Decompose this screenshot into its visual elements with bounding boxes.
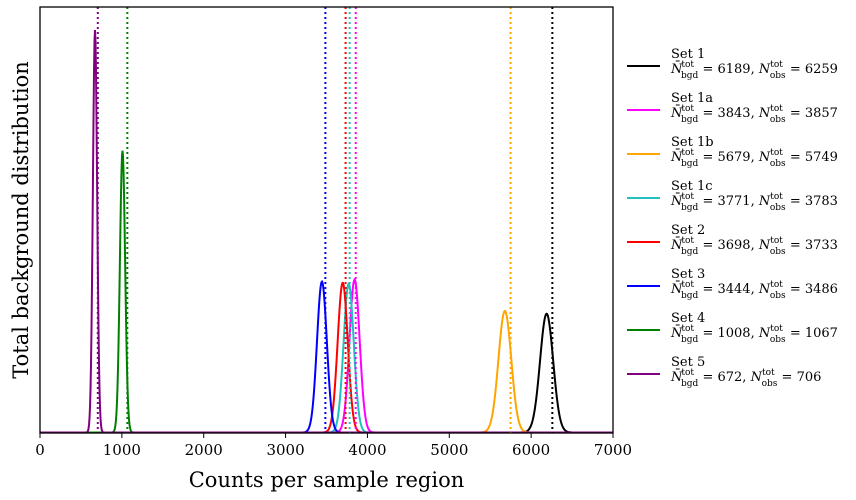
legend-label-6: Set 3 (671, 267, 705, 282)
legend-stat-6: N̄tot bgd = 3444, Ntot obs = 3486 (670, 280, 838, 301)
x-tick-label-5: 5000 (430, 441, 468, 459)
legend-entry-8: Set 5N̄tot bgd = 672, Ntot obs = 706 (627, 355, 821, 389)
y-axis-label: Total background distribution (9, 61, 33, 379)
x-tick-label-1: 1000 (103, 441, 141, 459)
legend-stat-4: N̄tot bgd = 3771, Ntot obs = 3783 (670, 192, 838, 213)
legend-label-1: Set 1 (671, 47, 705, 62)
x-tick-label-6: 6000 (512, 441, 550, 459)
legend-stat-7: N̄tot bgd = 1008, Ntot obs = 1067 (670, 324, 838, 345)
plot-frame (39, 6, 614, 434)
series-curve-7 (40, 150, 613, 433)
series-curve-8 (40, 29, 613, 433)
legend-entry-7: Set 4N̄tot bgd = 1008, Ntot obs = 1067 (627, 311, 838, 345)
legend-entry-1: Set 1N̄tot bgd = 6189, Ntot obs = 6259 (627, 47, 838, 81)
legend-label-2: Set 1a (671, 91, 713, 106)
legend-label-7: Set 4 (671, 311, 705, 326)
legend-entry-3: Set 1bN̄tot bgd = 5679, Ntot obs = 5749 (627, 135, 838, 169)
x-axis-ticks: 0 1000 2000 3000 4000 5000 6000 7000 (35, 433, 632, 459)
x-tick-label-0: 0 (35, 441, 45, 459)
legend-stat-5: N̄tot bgd = 3698, Ntot obs = 3733 (670, 236, 838, 257)
legend-entry-2: Set 1aN̄tot bgd = 3843, Ntot obs = 3857 (627, 91, 838, 125)
x-axis-label: Counts per sample region (189, 468, 465, 492)
legend-stat-8: N̄tot bgd = 672, Ntot obs = 706 (670, 368, 821, 389)
legend-stat-1: N̄tot bgd = 6189, Ntot obs = 6259 (670, 60, 838, 81)
x-tick-label-7: 7000 (594, 441, 632, 459)
legend-entry-6: Set 3N̄tot bgd = 3444, Ntot obs = 3486 (627, 267, 838, 301)
observed-lines (96, 7, 554, 433)
x-tick-label-4: 4000 (348, 441, 386, 459)
legend-stat-2: N̄tot bgd = 3843, Ntot obs = 3857 (670, 104, 838, 125)
legend-label-3: Set 1b (671, 135, 714, 150)
plot-area (40, 29, 613, 433)
legend-entry-4: Set 1cN̄tot bgd = 3771, Ntot obs = 3783 (627, 179, 838, 213)
x-tick-label-3: 3000 (266, 441, 304, 459)
legend-label-5: Set 2 (671, 223, 705, 238)
x-tick-label-2: 2000 (185, 441, 223, 459)
legend-label-8: Set 5 (671, 355, 705, 370)
legend-entry-5: Set 2N̄tot bgd = 3698, Ntot obs = 3733 (627, 223, 838, 257)
legend: Set 1N̄tot bgd = 6189, Ntot obs = 6259Set … (627, 47, 838, 389)
legend-label-4: Set 1c (671, 179, 713, 194)
legend-stat-3: N̄tot bgd = 5679, Ntot obs = 5749 (670, 148, 838, 169)
